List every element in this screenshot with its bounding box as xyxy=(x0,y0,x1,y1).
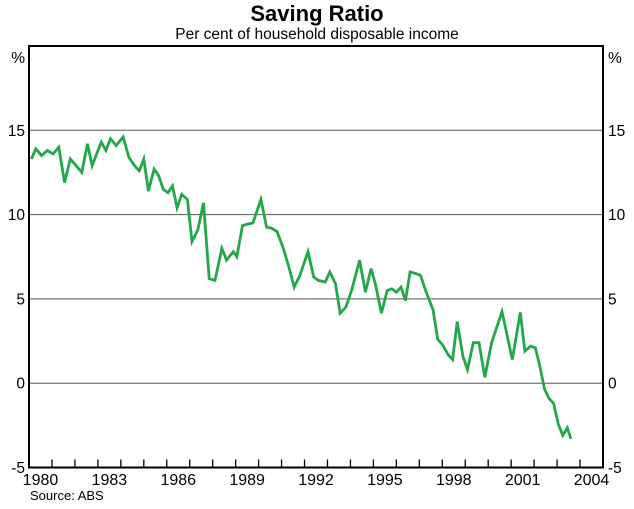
plot-border xyxy=(28,45,604,469)
y-axis-labels-left: 15 10 5 0 -5% xyxy=(8,50,26,477)
x-tick-label: 1986 xyxy=(160,472,196,489)
x-tick-label: 1983 xyxy=(92,472,128,489)
source-note: Source: ABS xyxy=(30,488,104,503)
x-tick-label: 2001 xyxy=(505,472,541,489)
y-tick-label: 10 xyxy=(608,207,626,224)
gridlines xyxy=(30,129,602,384)
unit-label: % xyxy=(11,50,25,67)
x-tick-label: 1980 xyxy=(23,472,59,489)
chart-title: Saving Ratio xyxy=(250,1,384,26)
x-tick-label: 1992 xyxy=(298,472,334,489)
y-tick-label: -5 xyxy=(608,460,622,477)
y-tick-label: 10 xyxy=(8,207,26,224)
x-tick-label: 1995 xyxy=(367,472,403,489)
y-tick-label: -5 xyxy=(11,460,25,477)
chart-subtitle: Per cent of household disposable income xyxy=(175,26,459,43)
y-axis-labels-right: 15 10 5 0 -5% xyxy=(608,50,626,477)
y-tick-label: 0 xyxy=(608,376,617,393)
x-axis-ticks xyxy=(51,459,581,468)
y-tick-label: 15 xyxy=(608,123,625,140)
x-tick-label: 1998 xyxy=(436,472,472,489)
x-axis-labels: 1980 1983 1986 1989 1992 1995 1998 2001 2004 xyxy=(23,472,610,489)
x-tick-label: 2004 xyxy=(574,472,610,489)
data-line xyxy=(30,134,573,440)
y-tick-label: 5 xyxy=(16,291,25,308)
unit-label: % xyxy=(608,50,622,67)
y-tick-label: 0 xyxy=(16,376,25,393)
y-tick-label: 15 xyxy=(8,123,25,140)
x-tick-label: 1989 xyxy=(229,472,265,489)
y-tick-label: 5 xyxy=(608,291,617,308)
